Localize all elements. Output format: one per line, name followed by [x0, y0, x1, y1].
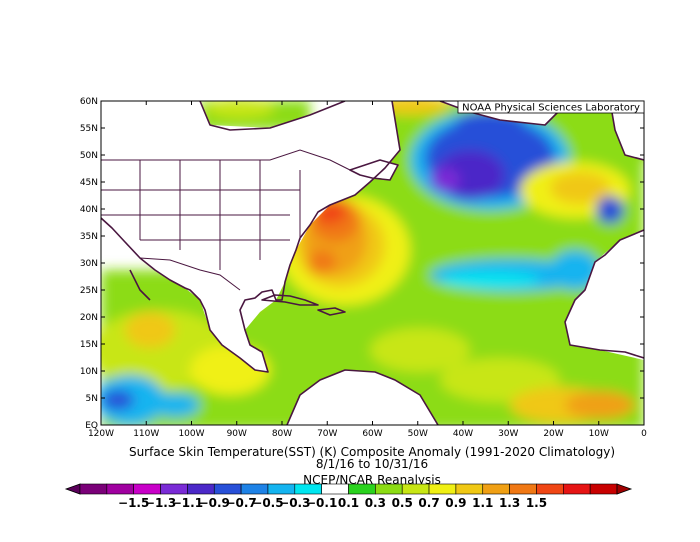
lat-label: 30N	[80, 259, 98, 269]
credit-text: NOAA Physical Sciences Laboratory	[462, 103, 640, 114]
lat-label: 25N	[80, 286, 98, 296]
lat-label: 60N	[80, 97, 98, 107]
colorbar-label: −0.9	[199, 496, 230, 510]
credit-box	[457, 100, 645, 114]
colorbar-labels: −1.5−1.3−1.1−0.9−0.7−0.5−0.3−0.1 0.1 0.3 0.…	[118, 496, 547, 510]
colorbar-swatch	[482, 483, 510, 495]
colorbar-swatch	[455, 483, 484, 495]
colorbar-swatch	[401, 483, 430, 495]
lon-label: 30W	[498, 429, 518, 439]
colorbar-swatch	[562, 483, 591, 495]
colorbar-label: −0.1	[306, 496, 337, 510]
colorbar-label: 0.3	[365, 496, 386, 510]
caption-dataset: NCEP/NCAR Reanalysis	[303, 473, 441, 487]
lat-label: 45N	[80, 178, 98, 188]
colorbar-swatch	[536, 483, 564, 495]
colorbar-label: −1.3	[145, 496, 176, 510]
lon-label: 10W	[589, 429, 609, 439]
lon-label: 120W	[88, 429, 114, 439]
lat-label: 10N	[80, 367, 98, 377]
lat-label: 35N	[80, 232, 98, 242]
colorbar-label: 1.3	[499, 496, 520, 510]
colorbar-label: −0.3	[279, 496, 310, 510]
colorbar-swatch	[428, 483, 457, 495]
lon-label: 60W	[362, 429, 382, 439]
colorbar-swatch	[375, 483, 403, 495]
lat-label: 50N	[80, 151, 98, 161]
colorbar-swatch	[187, 483, 215, 495]
lat-label: 5N	[86, 394, 98, 404]
colorbar	[64, 483, 633, 495]
colorbar-under-arrow	[64, 483, 81, 495]
colorbar-label: 0.9	[445, 496, 466, 510]
colorbar-over-arrow	[616, 483, 633, 495]
lat-label: 55N	[80, 124, 98, 134]
colorbar-swatch	[160, 483, 188, 495]
colorbar-label: −1.1	[172, 496, 203, 510]
colorbar-swatch	[509, 483, 537, 495]
colorbar-label: 0.5	[392, 496, 413, 510]
lon-label: 80W	[272, 429, 292, 439]
colorbar-swatch	[294, 483, 322, 495]
colorbar-label: 0.7	[418, 496, 439, 510]
lat-label: 40N	[80, 205, 98, 215]
colorbar-label: −0.5	[252, 496, 283, 510]
caption-dates: 8/1/16 to 10/31/16	[316, 457, 428, 471]
colorbar-swatch	[240, 483, 269, 495]
caption-title: Surface Skin Temperature(SST) (K) Compos…	[129, 445, 615, 459]
colorbar-swatch	[321, 483, 349, 495]
colorbar-swatch	[106, 483, 134, 495]
colorbar-swatch	[267, 483, 296, 495]
lat-label: 20N	[80, 313, 98, 323]
latitude-axis: 60N 55N 50N 45N 40N 35N 30N 25N 20N 15N 10N 5N EQ	[80, 97, 644, 431]
lon-label: 0	[641, 429, 647, 439]
lon-label: 50W	[408, 429, 428, 439]
lon-label: 70W	[317, 429, 337, 439]
colorbar-label: −0.7	[225, 496, 256, 510]
lon-label: 20W	[543, 429, 563, 439]
colorbar-label: 1.1	[472, 496, 493, 510]
anomaly-field	[101, 101, 644, 425]
lon-label: 90W	[227, 429, 247, 439]
colorbar-swatch	[348, 483, 376, 495]
lon-label: 110W	[133, 429, 159, 439]
colorbar-swatch	[213, 483, 242, 495]
colorbar-label: −1.5	[118, 496, 149, 510]
lat-label: EQ	[85, 421, 98, 431]
colorbar-swatch	[79, 483, 108, 495]
colorbar-label: 1.5	[526, 496, 547, 510]
colorbar-swatch	[133, 483, 161, 495]
country-borders	[101, 149, 351, 291]
lat-label: 15N	[80, 340, 98, 350]
lon-label: 100W	[178, 429, 204, 439]
colorbar-swatch	[589, 483, 618, 495]
colorbar-label: 0.1	[338, 496, 359, 510]
lon-label: 40W	[453, 429, 473, 439]
